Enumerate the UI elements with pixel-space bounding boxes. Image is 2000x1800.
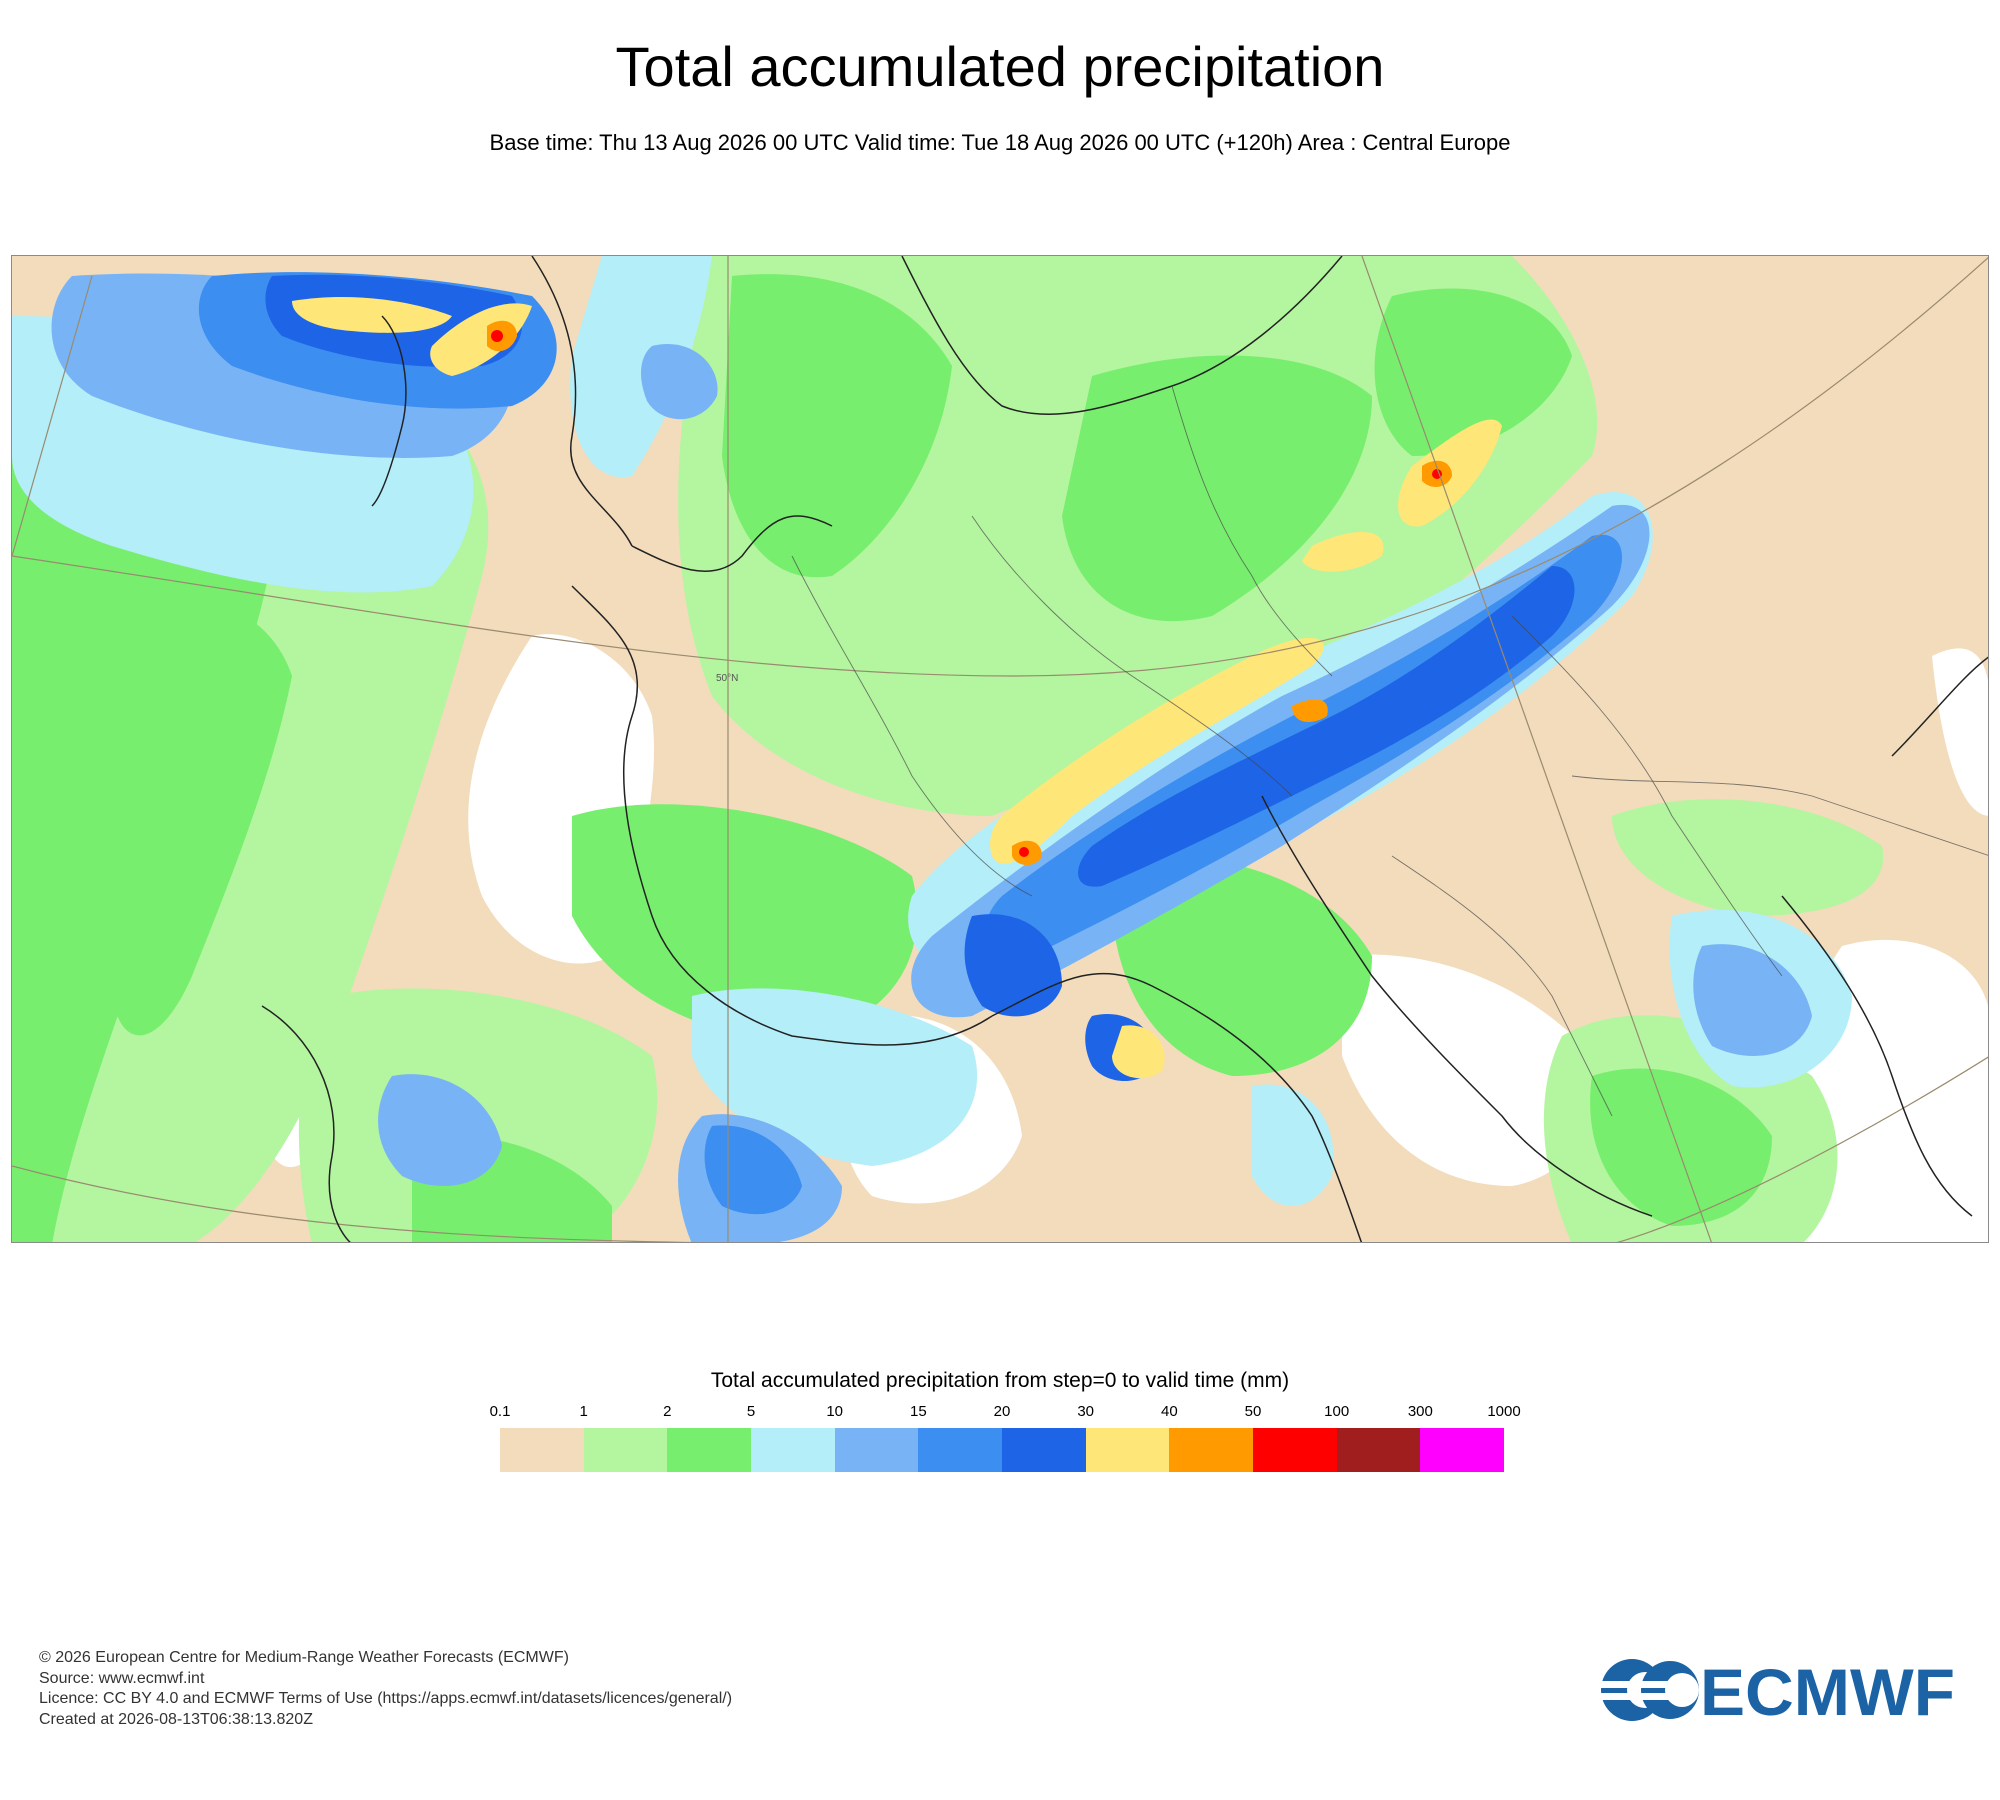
legend-swatch [500,1428,584,1472]
legend-ticks: 0.1 1 2 5 10 15 20 30 40 50 100 300 1000 [490,1403,1521,1423]
legend-swatch [1002,1428,1086,1472]
footer-created: Created at 2026-08-13T06:38:13.820Z [39,1710,313,1728]
legend-tick: 2 [663,1403,672,1420]
map-subtitle: Base time: Thu 13 Aug 2026 00 UTC Valid … [489,130,1511,155]
legend-swatch [1420,1428,1505,1472]
footer-credits: © 2026 European Centre for Medium-Range … [39,1648,732,1730]
legend-swatch [834,1428,919,1472]
coastlines [261,256,1988,1242]
legend-swatch [583,1428,668,1472]
legend-tick: 0.1 [489,1403,511,1420]
legend-swatch [1336,1428,1421,1472]
legend-swatch [1085,1428,1170,1472]
legend-swatch [667,1428,752,1472]
legend-swatch [918,1428,1003,1472]
country-borders [791,385,1988,1117]
map-title: Total accumulated precipitation [615,35,1385,98]
legend-tick: 15 [909,1403,927,1420]
precipitation-map[interactable]: 50°N [11,255,1989,1243]
footer-copyright: © 2026 European Centre for Medium-Range … [39,1649,569,1666]
legend-title: Total accumulated precipitation from ste… [710,1369,1290,1392]
legend-tick: 300 [1407,1403,1433,1420]
map-canvas: 50°N [12,256,1988,1242]
legend-tick: 20 [993,1403,1011,1420]
graticule-lines [12,256,1988,1242]
legend-tick: 10 [826,1403,843,1420]
legend-tick: 1000 [1487,1403,1521,1420]
legend-tick: 30 [1077,1403,1094,1420]
ecmwf-logo-text: ECMWF [1700,1655,1955,1725]
legend-swatch [1253,1428,1337,1472]
legend-tick: 50 [1244,1403,1262,1420]
legend-tick: 100 [1324,1403,1350,1420]
legend-tick: 1 [579,1403,588,1420]
ecmwf-logo[interactable]: ECMWF [1590,1655,1960,1729]
graticule-label: 50°N [716,673,738,684]
legend-colorbar [500,1428,1505,1472]
precip-band-2-5mm [12,274,1772,1242]
legend-tick: 5 [746,1403,756,1420]
legend-swatch [751,1428,835,1472]
ecmwf-symbol-icon [1598,1659,1699,1721]
precip-band-30-40mm [292,296,1502,1079]
ecmwf-logo-graphic: ECMWF [1598,1655,1955,1729]
legend-swatch [1169,1428,1254,1472]
legend-tick: 40 [1160,1403,1178,1420]
footer-source: Source: www.ecmwf.int [39,1669,205,1687]
footer-licence: Licence: CC BY 4.0 and ECMWF Terms of Us… [39,1690,733,1707]
